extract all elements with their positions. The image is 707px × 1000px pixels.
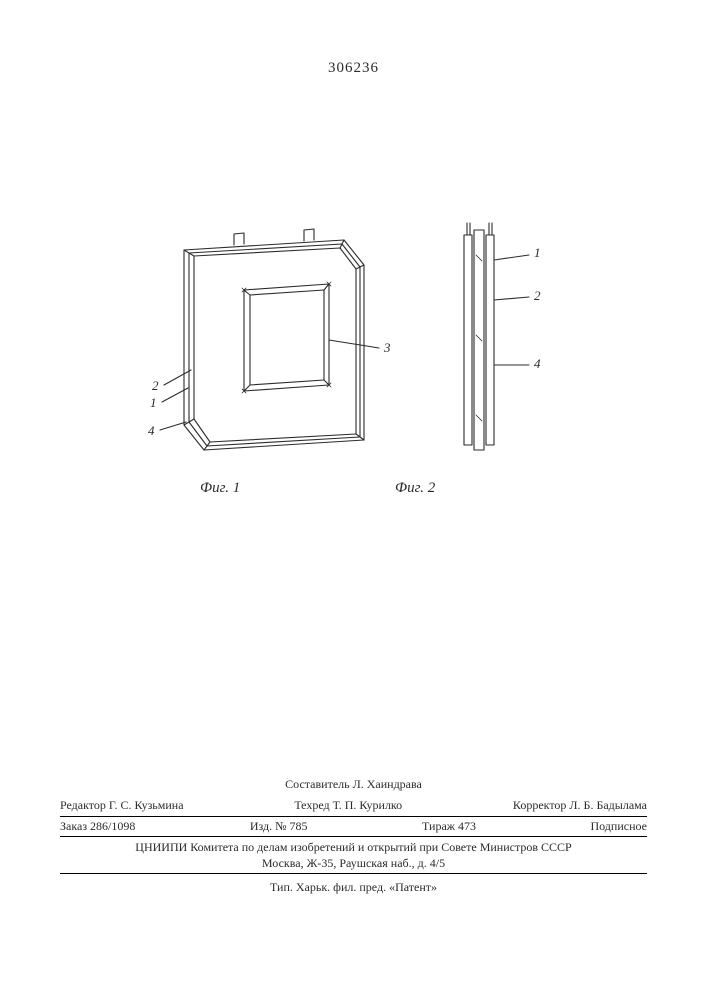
tirage: Тираж 473 [422, 819, 476, 834]
org-block: ЦНИИПИ Комитета по делам изобретений и о… [60, 839, 647, 874]
patent-number: 306236 [0, 60, 707, 77]
fig2 [464, 223, 529, 450]
fig1 [160, 229, 379, 450]
izd: Изд. № 785 [250, 819, 308, 834]
fig1-label-4: 4 [148, 423, 155, 438]
fig1-label-2: 2 [152, 378, 159, 393]
figures-block: 3 2 1 4 [0, 200, 707, 520]
techred: Техред Т. П. Курилко [294, 798, 402, 813]
fig1-label-1: 1 [150, 395, 157, 410]
fig2-caption: Фиг. 2 [395, 480, 435, 497]
printer-line: Тип. Харьк. фил. пред. «Патент» [60, 880, 647, 895]
signed: Подписное [590, 819, 647, 834]
pub-row: Заказ 286/1098 Изд. № 785 Тираж 473 Подп… [60, 819, 647, 837]
fig2-label-2: 2 [534, 288, 541, 303]
editor: Редактор Г. С. Кузьмина [60, 798, 184, 813]
footer-block: Составитель Л. Хаиндрава Редактор Г. С. … [60, 777, 647, 895]
fig1-label-3: 3 [383, 340, 391, 355]
technical-drawing: 3 2 1 4 [104, 200, 604, 500]
credits-row: Редактор Г. С. Кузьмина Техред Т. П. Кур… [60, 798, 647, 817]
fig1-caption: Фиг. 1 [200, 480, 240, 497]
fig2-label-1: 1 [534, 245, 541, 260]
order: Заказ 286/1098 [60, 819, 135, 834]
org-line1: ЦНИИПИ Комитета по делам изобретений и о… [60, 839, 647, 855]
composer-line: Составитель Л. Хаиндрава [60, 777, 647, 792]
corrector: Корректор Л. Б. Бадылама [513, 798, 647, 813]
org-line2: Москва, Ж-35, Раушская наб., д. 4/5 [60, 855, 647, 871]
fig2-label-4: 4 [534, 356, 541, 371]
